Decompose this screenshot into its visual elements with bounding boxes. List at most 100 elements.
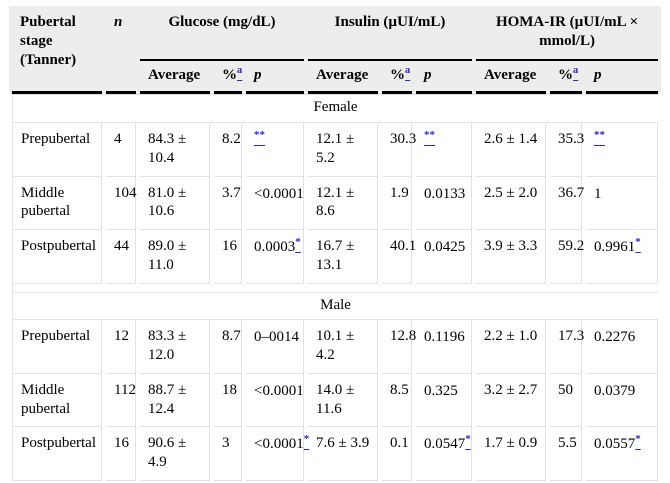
glucose-p-cell: 0.0003*: [246, 230, 305, 284]
homa-average-cell: 1.7 ± 0.9: [476, 427, 547, 481]
percent-label: %: [558, 66, 574, 83]
section-header-female: Female: [12, 94, 659, 123]
pubertal-stage-table: Pubertal stage (Tanner) n Glucose (mg/dL…: [8, 6, 662, 481]
glucose-p-header: p: [246, 60, 305, 95]
footnote-star-link[interactable]: *: [465, 433, 471, 446]
glucose-p-cell: 0–0014: [246, 320, 305, 374]
insulin-percent-cell: 1.9: [382, 176, 413, 230]
homa-p-cell: 0.2276: [586, 320, 659, 374]
insulin-p-cell: 0.1196: [416, 320, 473, 374]
footnote-star-link[interactable]: **: [424, 129, 436, 141]
glucose-average-cell: 83.3 ± 12.0: [140, 320, 210, 374]
homa-p-header: p: [586, 60, 659, 95]
table-row: Postpubertal 44 89.0 ± 11.0 16 0.0003* 1…: [12, 230, 659, 284]
footnote-star-link[interactable]: *: [303, 433, 310, 446]
group-header-row: Pubertal stage (Tanner) n Glucose (mg/dL…: [12, 6, 659, 95]
footnote-a-link[interactable]: a: [573, 64, 579, 76]
glucose-p-cell: **: [246, 123, 305, 177]
insulin-average-cell: 14.0 ± 11.6: [308, 373, 379, 428]
n-cell: 4: [106, 123, 136, 177]
glucose-average-cell: 84.3 ± 10.4: [140, 123, 210, 177]
insulin-p-cell: 0.325: [416, 373, 473, 428]
section-header-male: Male: [12, 291, 659, 321]
glucose-average-cell: 88.7 ± 12.4: [140, 373, 210, 428]
sub-header-row: Average %a p Average %a p Average %a p: [12, 60, 659, 95]
percent-label: %: [222, 66, 237, 83]
insulin-p-cell: 0.0547*: [416, 427, 473, 481]
homa-average-cell: 2.5 ± 2.0: [476, 176, 547, 230]
table-row: Postpubertal 16 90.6 ± 4.9 3 <0.0001* 7.…: [12, 427, 659, 481]
glucose-average-cell: 81.0 ± 10.6: [140, 176, 210, 230]
glucose-p-cell: <0.0001: [246, 373, 305, 428]
n-cell: 104: [106, 176, 137, 230]
homa-percent-header: %a: [550, 60, 583, 95]
percent-label: %: [390, 66, 406, 83]
n-column-header: n: [106, 6, 136, 95]
table-header: Pubertal stage (Tanner) n Glucose (mg/dL…: [12, 6, 659, 95]
homa-average-cell: 3.2 ± 2.7: [476, 373, 547, 428]
insulin-average-cell: 12.1 ± 5.2: [308, 123, 379, 177]
homa-percent-cell: 35.3: [550, 123, 584, 177]
homa-average-cell: 2.6 ± 1.4: [476, 123, 547, 177]
homa-percent-cell: 5.5: [550, 427, 583, 481]
homa-percent-cell: 36.7: [550, 176, 584, 230]
glucose-percent-cell: 8.7: [214, 320, 242, 374]
homa-p-cell: 0.9961*: [586, 230, 659, 284]
glucose-percent-cell: 8.2: [214, 123, 242, 177]
stage-column-header: Pubertal stage (Tanner): [12, 6, 102, 95]
insulin-p-cell: 0.0133: [416, 176, 473, 230]
homa-p-cell: **: [586, 123, 659, 177]
glucose-group-header: Glucose (mg/dL): [140, 6, 305, 61]
footnote-star-link[interactable]: *: [635, 236, 641, 248]
insulin-percent-cell: 12.8: [382, 320, 416, 374]
stage-cell: Postpubertal: [12, 427, 102, 481]
homa-p-cell: 0.0379: [586, 373, 659, 428]
footnote-star-link[interactable]: *: [635, 433, 641, 446]
homa-p-cell: 1: [586, 176, 659, 230]
stage-cell: Prepubertal: [12, 320, 102, 374]
glucose-percent-cell: 18: [214, 373, 242, 428]
n-cell: 12: [106, 320, 136, 374]
table-row: Prepubertal 4 84.3 ± 10.4 8.2 ** 12.1 ± …: [12, 123, 659, 177]
homa-average-header: Average: [476, 60, 547, 95]
footnote-a-link[interactable]: a: [237, 64, 243, 76]
stage-cell: Prepubertal: [12, 123, 102, 177]
insulin-percent-cell: 0.1: [382, 427, 413, 481]
spacer-row: [12, 283, 659, 292]
stage-cell: Middle pubertal: [12, 373, 102, 428]
table-row: Prepubertal 12 83.3 ± 12.0 8.7 0–0014 10…: [12, 320, 659, 374]
glucose-p-cell: <0.0001: [246, 176, 305, 230]
footnote-star-link[interactable]: *: [295, 236, 301, 248]
glucose-percent-cell: 3: [214, 427, 242, 481]
insulin-percent-cell: 8.5: [382, 373, 413, 428]
glucose-percent-cell: 16: [214, 230, 242, 284]
spacer-cell: [12, 283, 659, 292]
footnote-star-link[interactable]: **: [594, 129, 606, 141]
table-row: Middle pubertal 112 88.7 ± 12.4 18 <0.00…: [12, 373, 659, 428]
glucose-average-cell: 89.0 ± 11.0: [140, 230, 210, 284]
insulin-p-cell: **: [416, 123, 473, 177]
insulin-percent-cell: 40.1: [382, 230, 416, 284]
section-row-female: Female: [12, 94, 659, 123]
glucose-percent-header: %a: [214, 60, 243, 95]
n-cell: 112: [106, 373, 136, 428]
insulin-average-cell: 16.7 ± 13.1: [308, 230, 379, 284]
homa-average-cell: 2.2 ± 1.0: [476, 320, 547, 374]
table-row: Middle pubertal 104 81.0 ± 10.6 3.7 <0.0…: [12, 176, 659, 230]
glucose-p-cell: <0.0001*: [246, 427, 309, 481]
insulin-average-cell: 10.1 ± 4.2: [308, 320, 379, 374]
table-body: Female Prepubertal 4 84.3 ± 10.4 8.2 ** …: [12, 94, 659, 481]
insulin-group-header: Insulin (µUI/mL): [308, 6, 473, 61]
insulin-p-header: p: [416, 60, 473, 95]
homa-percent-cell: 59.2: [550, 230, 584, 284]
insulin-average-cell: 12.1 ± 8.6: [308, 176, 379, 230]
insulin-percent-header: %a: [382, 60, 413, 95]
footnote-a-link[interactable]: a: [405, 64, 411, 76]
n-cell: 44: [106, 230, 136, 284]
footnote-star-link[interactable]: **: [254, 129, 265, 141]
stage-cell: Postpubertal: [12, 230, 102, 284]
insulin-average-header: Average: [308, 60, 379, 95]
homa-percent-cell: 50: [550, 373, 583, 428]
homa-ir-group-header: HOMA-IR (µUI/mL × mmol/L): [476, 6, 659, 61]
